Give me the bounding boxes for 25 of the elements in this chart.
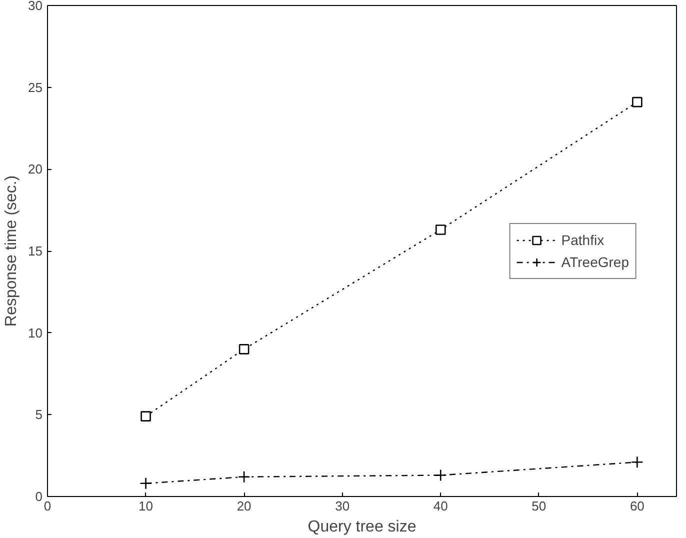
point [238, 470, 250, 484]
x-tick-label: 10 [138, 498, 154, 514]
y-tick-label: 20 [28, 162, 43, 177]
point [434, 469, 447, 482]
x-tick-label: 40 [433, 498, 448, 514]
x-tick-label: 20 [236, 498, 252, 514]
y-tick-label: 25 [28, 80, 43, 95]
x-tick-label: 60 [630, 498, 644, 514]
y-tick-label: 15 [28, 244, 43, 258]
point [435, 224, 446, 235]
y-axis-title: Response time (sec.) [3, 175, 20, 327]
point [140, 411, 151, 422]
point [140, 477, 152, 490]
y-tick-label: 0 [35, 489, 43, 504]
x-tick-label: 50 [532, 498, 546, 514]
point [632, 96, 642, 108]
legend-label: ATreeGrep [561, 254, 629, 270]
point [238, 344, 250, 354]
y-tick-label: 10 [28, 325, 43, 340]
x-axis-title: Query tree size [308, 518, 416, 536]
legend-label: Pathfix [561, 232, 604, 248]
y-tick-label: 30 [28, 0, 43, 13]
x-tick-label: 30 [335, 498, 350, 514]
point [631, 456, 644, 468]
y-tick-label: 5 [35, 407, 43, 422]
